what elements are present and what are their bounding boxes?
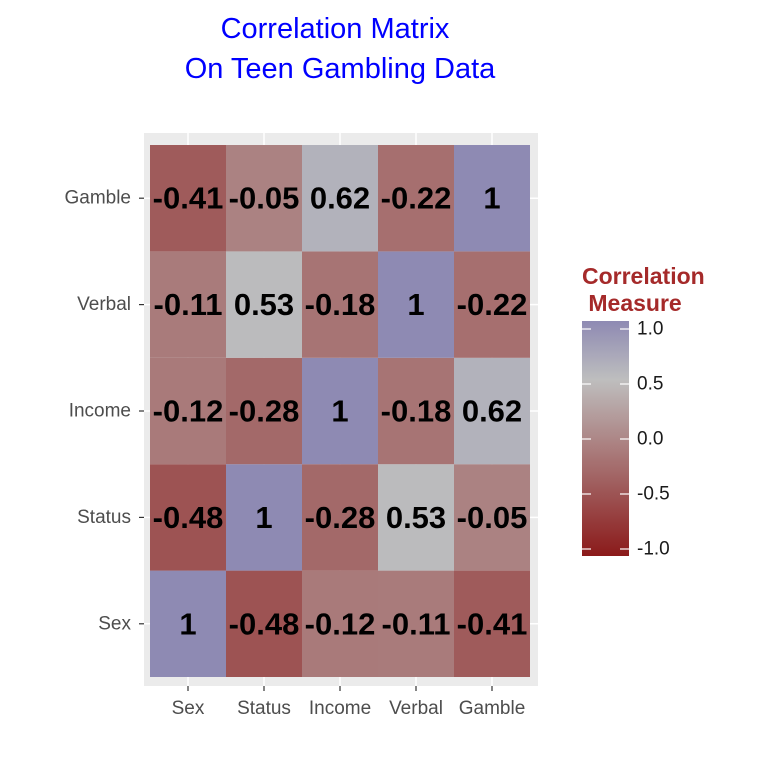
heatmap-cell-verbal-status bbox=[226, 251, 302, 358]
x-tick-label: Verbal bbox=[389, 698, 443, 719]
x-tick-label: Status bbox=[237, 698, 291, 719]
x-axis: Sex Status Income Verbal Gamble bbox=[172, 686, 526, 719]
heatmap-cells bbox=[150, 145, 530, 677]
heatmap-cell-verbal-gamble bbox=[454, 251, 530, 358]
heatmap-cell-status-sex bbox=[150, 464, 226, 571]
heatmap-cell-gamble-status bbox=[226, 145, 302, 252]
legend-tick-label: 0.5 bbox=[637, 374, 663, 395]
cell-value-label: 1 bbox=[407, 287, 424, 322]
y-tick-label: Verbal bbox=[77, 294, 131, 315]
x-tick-label: Sex bbox=[172, 698, 205, 719]
cell-value-label: -0.12 bbox=[153, 394, 224, 429]
cell-value-label: -0.18 bbox=[381, 394, 452, 429]
heatmap-cell-income-status bbox=[226, 357, 302, 465]
heatmap-cell-gamble-income bbox=[302, 145, 378, 252]
heatmap-cell-sex-status bbox=[226, 570, 302, 677]
heatmap-cell-verbal-verbal bbox=[378, 251, 454, 358]
y-tick-label: Income bbox=[69, 401, 131, 422]
heatmap-cell-gamble-sex bbox=[150, 145, 226, 252]
heatmap-cell-gamble-verbal bbox=[378, 145, 454, 252]
legend-title-line-1: Correlation bbox=[582, 263, 705, 289]
heatmap-cell-income-income bbox=[302, 357, 378, 465]
cell-value-label: -0.18 bbox=[305, 287, 376, 322]
heatmap-cell-status-verbal bbox=[378, 464, 454, 571]
chart-title-line-1: Correlation Matrix bbox=[221, 13, 450, 45]
heatmap-cell-status-status bbox=[226, 464, 302, 571]
cell-value-label: -0.05 bbox=[457, 500, 528, 535]
y-tick-label: Gamble bbox=[64, 188, 131, 209]
cell-value-label: -0.11 bbox=[382, 606, 451, 641]
cell-value-labels: 1 -0.48 -0.12 -0.11 -0.41-0.48 1 -0.28 0.53 -0.0… bbox=[153, 181, 528, 642]
cell-value-label: -0.41 bbox=[457, 606, 528, 641]
cell-value-label: 1 bbox=[255, 500, 272, 535]
heatmap-cell-status-income bbox=[302, 464, 378, 571]
cell-value-label: -0.05 bbox=[229, 181, 300, 216]
cell-value-label: -0.48 bbox=[153, 500, 224, 535]
cell-value-label: -0.28 bbox=[305, 500, 376, 535]
y-tick-label: Sex bbox=[98, 613, 131, 634]
cell-value-label: -0.28 bbox=[229, 394, 300, 429]
heatmap-cell-status-gamble bbox=[454, 464, 530, 571]
heatmap-cell-income-verbal bbox=[378, 357, 454, 465]
heatmap-cell-verbal-sex bbox=[150, 251, 226, 358]
x-tick-label: Income bbox=[309, 698, 371, 719]
cell-value-label: -0.11 bbox=[154, 287, 223, 322]
legend-tick-label: 1.0 bbox=[637, 319, 663, 340]
cell-value-label: 1 bbox=[483, 181, 500, 216]
cell-value-label: -0.12 bbox=[305, 606, 376, 641]
legend-tick-label: -0.5 bbox=[637, 484, 670, 505]
legend-title-line-2: Measure bbox=[582, 290, 682, 316]
y-axis: Sex Status Income Verbal Gamble bbox=[64, 188, 144, 634]
heatmap-cell-sex-gamble bbox=[454, 570, 530, 677]
cell-value-label: 0.53 bbox=[234, 287, 294, 322]
heatmap-cell-gamble-gamble bbox=[454, 145, 530, 252]
heatmap-cell-sex-verbal bbox=[378, 570, 454, 677]
cell-value-label: 1 bbox=[331, 394, 348, 429]
cell-value-label: -0.22 bbox=[381, 181, 452, 216]
heatmap-cell-verbal-income bbox=[302, 251, 378, 358]
cell-value-label: 0.62 bbox=[310, 181, 370, 216]
cell-value-label: -0.41 bbox=[153, 181, 224, 216]
legend-tick-label: 0.0 bbox=[637, 429, 663, 450]
cell-value-label: -0.48 bbox=[229, 606, 300, 641]
legend-tick-label: -1.0 bbox=[637, 539, 670, 560]
cell-value-label: 0.53 bbox=[386, 500, 446, 535]
cell-value-label: -0.22 bbox=[457, 287, 528, 322]
cell-value-label: 1 bbox=[179, 606, 196, 641]
color-legend: Correlation Measure 1.0 0.5 0.0 -0.5 -1.0 bbox=[582, 263, 705, 560]
chart-title-line-2: On Teen Gambling Data bbox=[185, 53, 496, 85]
y-tick-label: Status bbox=[77, 507, 131, 528]
heatmap-cell-sex-income bbox=[302, 570, 378, 677]
heatmap-cell-income-gamble bbox=[454, 357, 530, 465]
legend-ticks: 1.0 0.5 0.0 -0.5 -1.0 bbox=[582, 319, 670, 560]
heatmap-cell-sex-sex bbox=[150, 570, 226, 677]
cell-value-label: 0.62 bbox=[462, 394, 522, 429]
heatmap-cell-income-sex bbox=[150, 357, 226, 465]
x-tick-label: Gamble bbox=[459, 698, 526, 719]
